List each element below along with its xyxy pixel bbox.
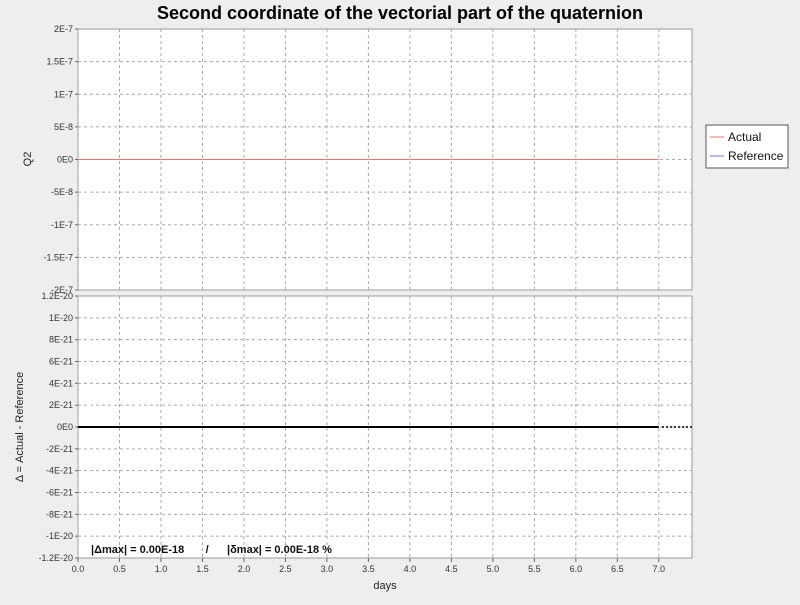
top-y-axis-label: Q2 [22,152,34,167]
top-plot: 2E-7 1.5E-7 1E-7 5E-8 0E0 -5E-8 -1E-7 -1.5E-7 -2… [22,24,693,295]
x-tick-label: 5.0 [487,564,500,574]
bottom-y-tick-label: -4E-21 [46,466,73,476]
bottom-y-tick-label: 1E-20 [49,313,73,323]
stats-annotation: |Δmax| = 0.00E-18 / |δmax| = 0.00E-18 % [91,544,332,556]
x-tick-label: 2.0 [238,564,251,574]
x-tick-label: 2.5 [279,564,292,574]
x-tick-label: 7.0 [653,564,666,574]
legend-label-reference: Reference [728,149,784,163]
bottom-y-tick-label: 4E-21 [49,378,73,388]
top-y-tick-label: 0E0 [57,155,73,165]
x-tick-label: 4.0 [404,564,417,574]
top-y-tick-label: 1.5E-7 [46,57,73,67]
legend-box [705,124,789,169]
bottom-y-tick-label: -1.2E-20 [38,553,73,563]
chart-title: Second coordinate of the vectorial part … [157,3,643,23]
x-tick-label: 3.0 [321,564,334,574]
bottom-y-tick-label: 0E0 [57,422,73,432]
legend-label-actual: Actual [728,130,761,144]
top-y-tick-label: -5E-8 [51,187,73,197]
x-tick-label: 4.5 [445,564,458,574]
x-tick-label: 6.5 [611,564,624,574]
bottom-plot: 1.2E-20 1E-20 8E-21 6E-21 4E-21 2E-21 0E0 -2E-2… [14,291,693,563]
x-axis-label: days [373,580,397,592]
x-tick-label: 6.0 [570,564,583,574]
bottom-y-tick-label: -1E-20 [46,531,73,541]
top-y-tick-label: -1E-7 [51,220,73,230]
top-y-tick-label: -2E-7 [51,285,73,295]
x-tick-label: 3.5 [362,564,375,574]
x-tick-label: 1.5 [196,564,209,574]
top-y-tick-label: -1.5E-7 [43,252,73,262]
bottom-y-tick-label: 6E-21 [49,357,73,367]
bottom-y-tick-label: 8E-21 [49,335,73,345]
x-tick-label: 1.0 [155,564,168,574]
top-y-tick-label: 5E-8 [54,122,73,132]
bottom-y-tick-label: 1.2E-20 [41,291,73,301]
x-tick-label: 5.5 [528,564,541,574]
bottom-y-tick-label: -6E-21 [46,488,73,498]
bottom-y-axis-label: Δ = Actual - Reference [14,372,26,482]
bottom-y-tick-label: 2E-21 [49,400,73,410]
bottom-y-tick-label: -2E-21 [46,444,73,454]
x-tick-label: 0.5 [113,564,126,574]
top-y-tick-label: 1E-7 [54,89,73,99]
bottom-y-tick-label: -8E-21 [46,509,73,519]
legend: Actual Reference [705,124,789,169]
x-tick-label: 0.0 [72,564,85,574]
top-y-tick-label: 2E-7 [54,24,73,34]
